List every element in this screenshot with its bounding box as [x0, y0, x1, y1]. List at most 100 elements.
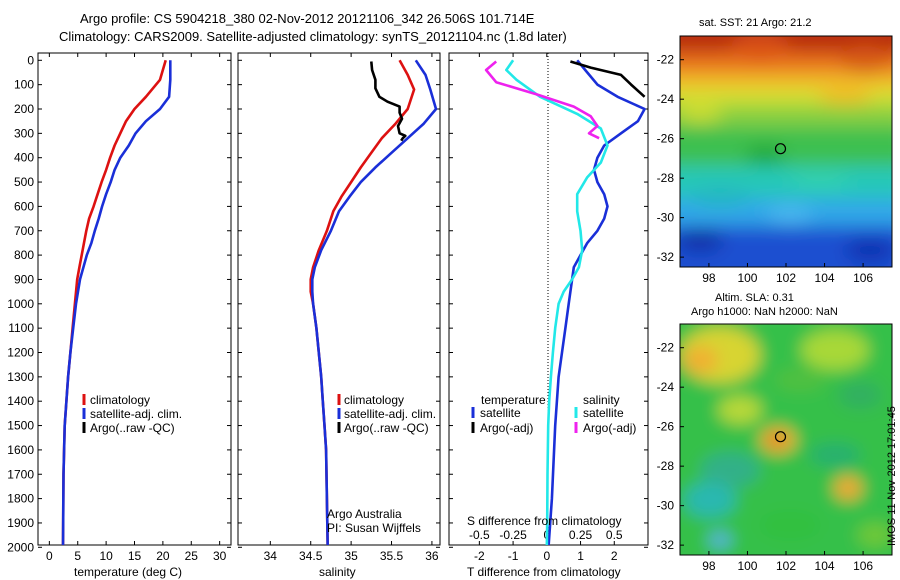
x-tick-label: 34.5 — [299, 549, 323, 563]
legend-label-s-argo: Argo(-adj) — [583, 421, 636, 435]
depth-tick-label: 2000 — [7, 540, 34, 554]
map-y-tick-label: -28 — [657, 459, 675, 473]
salinity-x-axis: 34 34.5 35 35.5 36 — [264, 53, 439, 563]
temperature-x-axis: 0 5 10 15 20 25 30 — [46, 53, 227, 563]
difference-y-ticks — [449, 59, 648, 548]
sst-heatmap-field — [680, 36, 892, 267]
x-tick-label: 36 — [425, 549, 439, 563]
legend-label-argo: Argo(..raw -QC) — [90, 421, 175, 435]
x-tick-label: 0 — [46, 549, 53, 563]
map-x-tick-label: 98 — [702, 559, 716, 573]
legend-label-climatology: climatology — [344, 393, 404, 407]
map-y-tick-label: -28 — [657, 171, 675, 185]
x-tick-label: 30 — [213, 549, 227, 563]
legend-label-satellite: satellite-adj. clim. — [90, 407, 182, 421]
profile-line-salinity-argo-adj- — [484, 60, 600, 140]
depth-tick-label: 1500 — [7, 419, 34, 433]
difference-legend: temperature salinity satellite Argo(-adj… — [471, 393, 636, 435]
salinity-legend: climatology satellite-adj. clim. Argo(..… — [337, 393, 436, 435]
x-tick-label: -1 — [508, 549, 519, 563]
map-x-tick-label: 102 — [776, 559, 796, 573]
legend-label-climatology: climatology — [90, 393, 150, 407]
map-x-tick-label: 106 — [853, 559, 873, 573]
salinity-panel: 34 34.5 35 35.5 36 salinity climatology sate… — [237, 52, 441, 579]
depth-tick-label: 300 — [14, 126, 34, 140]
sla-map-subtitle: Argo h1000: NaN h2000: NaN — [691, 306, 838, 318]
x-tick-label: 1 — [577, 549, 584, 563]
x-tick-label: 34 — [264, 549, 278, 563]
depth-tick-label: 200 — [14, 102, 34, 116]
depth-axis: 0 100 200 300 400 500 600 700 800 900 1000 1100 1200… — [7, 53, 231, 554]
depth-tick-label: 1000 — [7, 297, 34, 311]
map-x-tick-label: 106 — [853, 271, 873, 285]
depth-tick-label: 400 — [14, 151, 34, 165]
difference-profiles — [484, 59, 646, 545]
annotation-argo-australia: Argo Australia — [327, 507, 402, 521]
depth-tick-label: 1100 — [8, 321, 34, 335]
profile-line-argo-raw-qc- — [370, 61, 407, 142]
map-x-tick-label: 98 — [702, 271, 716, 285]
temperature-profiles — [61, 59, 172, 545]
map-x-tick-label: 104 — [815, 271, 835, 285]
profile-line-satellite-adj-clim- — [310, 59, 438, 545]
salinity-xlabel: salinity — [319, 565, 356, 579]
annotation-pi-name: PI: Susan Wijffels — [327, 521, 421, 535]
x-tick-label: 35.5 — [380, 549, 404, 563]
legend-label-t-argo: Argo(-adj) — [480, 421, 533, 435]
x-tick-label: 5 — [74, 549, 81, 563]
imos-credit: IMOS 11-Nov-2012 17:01:45 — [886, 406, 898, 546]
map-x-tick-label: 104 — [815, 559, 835, 573]
sla-heatmap-field — [680, 324, 892, 555]
map-y-tick-label: -22 — [657, 341, 675, 355]
profile-line-temperature-satellite — [547, 59, 646, 545]
sst-map: sat. SST: 21 Argo: 21.2 — [657, 17, 893, 285]
map-x-tick-label: 100 — [737, 271, 757, 285]
salinity-axes-frame — [237, 52, 441, 546]
temperature-xlabel: temperature (deg C) — [74, 565, 182, 579]
title-line-2: Climatology: CARS2009. Satellite-adjuste… — [59, 29, 567, 44]
x-tick-label: 2 — [611, 549, 618, 563]
x-tick-label: 20 — [156, 549, 170, 563]
profile-line-climatology — [61, 59, 167, 545]
depth-tick-label: 0 — [27, 53, 34, 67]
profile-line-salinity-satellite — [504, 59, 609, 545]
top-tick-label: 0.25 — [569, 528, 593, 542]
top-tick-label: -0.25 — [499, 528, 527, 542]
depth-tick-label: 600 — [14, 199, 34, 213]
map-y-tick-label: -26 — [657, 132, 675, 146]
title-line-1: Argo profile: CS 5904218_380 02-Nov-2012… — [80, 11, 535, 26]
salinity-y-ticks — [238, 59, 440, 548]
map-y-tick-label: -30 — [657, 211, 675, 225]
map-y-tick-label: -32 — [657, 250, 675, 264]
difference-panel: -2 -1 0 1 2-0.5 -0.25 0 0.25 0.5 S difference fr… — [448, 52, 649, 579]
sla-map: Altim. SLA: 0.31 Argo h1000: NaN h2000: … — [657, 292, 893, 573]
depth-tick-label: 500 — [14, 175, 34, 189]
t-difference-label: T difference from climatology — [467, 565, 621, 579]
sst-map-axes: 98 100 102 104 106 -22 -24 -26 -28 -30 -32 — [657, 53, 874, 285]
temperature-axes-frame — [37, 52, 232, 546]
x-tick-label: 0 — [543, 549, 550, 563]
sla-map-axes: 98 100 102 104 106 -22 -24 -26 -28 -30 -32 — [657, 341, 874, 573]
x-tick-label: 25 — [185, 549, 199, 563]
depth-tick-label: 700 — [14, 224, 34, 238]
map-y-tick-label: -30 — [657, 499, 675, 513]
s-difference-label: S difference from climatology — [467, 514, 622, 528]
profile-line-satellite-adj-clim- — [61, 60, 172, 545]
legend-title-temperature: temperature — [481, 393, 546, 407]
depth-tick-label: 100 — [14, 78, 34, 92]
argo-position-marker — [774, 431, 787, 443]
map-y-tick-label: -22 — [657, 53, 675, 67]
salinity-profiles — [309, 59, 438, 545]
map-y-tick-label: -32 — [657, 538, 675, 552]
x-tick-label: 35 — [344, 549, 358, 563]
x-tick-label: 15 — [128, 549, 142, 563]
legend-title-salinity: salinity — [583, 393, 620, 407]
depth-tick-label: 1400 — [7, 394, 34, 408]
argo-position-marker — [774, 143, 787, 155]
map-y-tick-label: -24 — [657, 380, 675, 394]
temperature-legend: climatology satellite-adj. clim. Argo(..… — [82, 393, 182, 435]
depth-tick-label: 1800 — [7, 492, 34, 506]
depth-tick-label: 1300 — [7, 370, 34, 384]
map-x-tick-label: 102 — [776, 271, 796, 285]
legend-label-satellite: satellite-adj. clim. — [344, 407, 436, 421]
